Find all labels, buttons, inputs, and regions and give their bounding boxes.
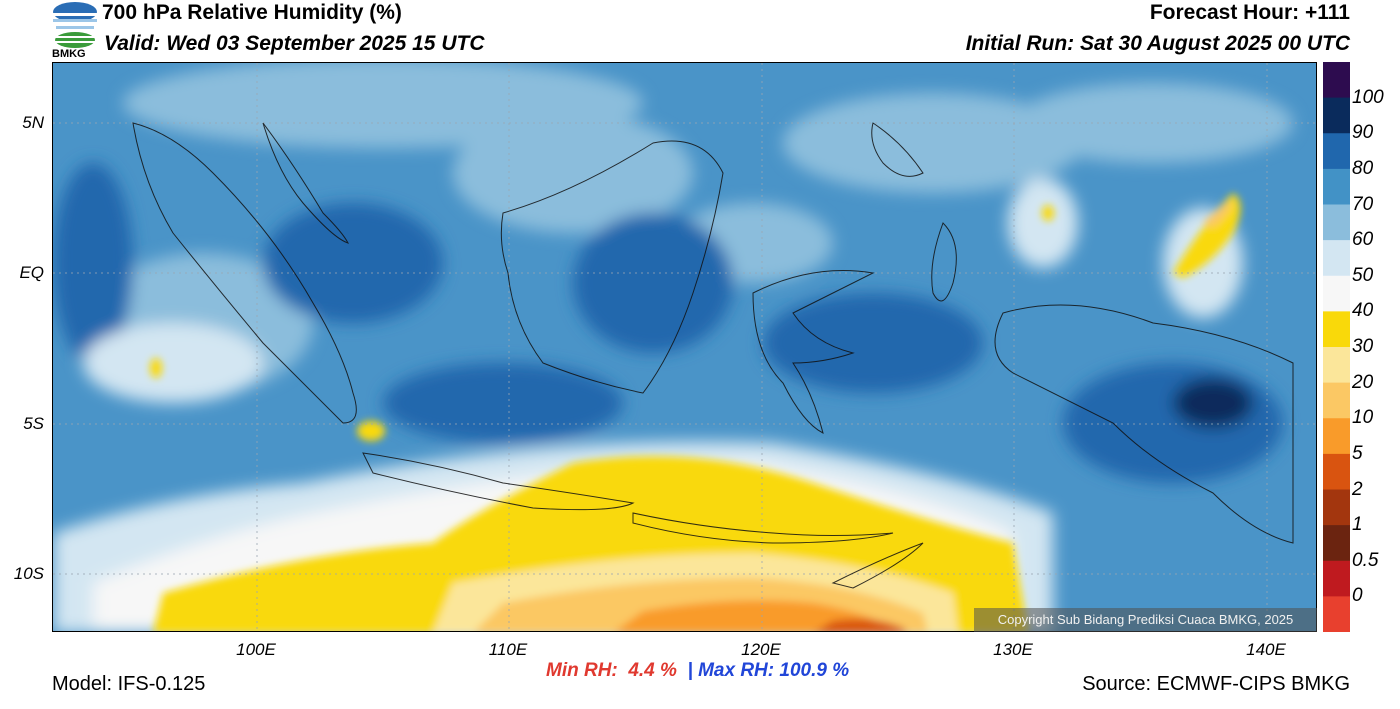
coastline-java xyxy=(362,452,635,511)
source-info: Source: ECMWF-CIPS BMKG xyxy=(1082,673,1350,695)
humidity-field xyxy=(53,63,1316,631)
chart-title: 700 hPa Relative Humidity (%) xyxy=(102,1,402,24)
lon-label-120e: 120E xyxy=(741,640,781,659)
colorbar-label: 100 xyxy=(1352,86,1384,108)
colorbar-label: 0 xyxy=(1352,585,1363,607)
colorbar-swatch xyxy=(1323,418,1350,455)
lat-label-5s: 5S xyxy=(23,414,44,433)
coastline-malaya xyxy=(262,122,349,244)
colorbar-swatch xyxy=(1323,97,1350,134)
colorbar-swatch xyxy=(1323,489,1350,526)
coastline-philippines xyxy=(871,122,924,177)
copyright-notice: Copyright Sub Bidang Prediksi Cuaca BMKG… xyxy=(974,608,1317,632)
colorbar-swatch xyxy=(1323,347,1350,384)
max-rh-value: 100.9 % xyxy=(779,660,850,681)
forecast-hour: Forecast Hour: +111 xyxy=(1149,1,1350,24)
colorbar-label: 1 xyxy=(1352,514,1363,536)
colorbar-label: 50 xyxy=(1352,264,1374,286)
lat-label-eq: EQ xyxy=(19,263,44,282)
colorbar-label: 40 xyxy=(1352,300,1374,322)
stats-separator: | xyxy=(687,660,693,681)
colorbar-label: 30 xyxy=(1352,336,1374,357)
colorbar-swatch xyxy=(1323,133,1350,170)
coastline-halmahera xyxy=(931,222,957,302)
colorbar-swatch xyxy=(1323,525,1350,562)
coastline-borneo xyxy=(500,140,724,394)
colorbar-label: 2 xyxy=(1352,478,1363,500)
lon-label-110e: 110E xyxy=(488,640,528,659)
colorbar-label: 10 xyxy=(1352,407,1374,429)
colorbar-swatch xyxy=(1323,311,1350,348)
coastline-sulawesi xyxy=(752,270,875,434)
colorbar-label: 0.5 xyxy=(1352,549,1379,571)
valid-time: Valid: Wed 03 September 2025 15 UTC xyxy=(104,32,485,55)
min-rh-value: 4.4 % xyxy=(628,660,677,681)
initial-run: Initial Run: Sat 30 August 2025 00 UTC xyxy=(965,32,1350,55)
colorbar-swatch xyxy=(1323,240,1350,277)
lon-label-100e: 100E xyxy=(236,640,276,659)
colorbar-swatch xyxy=(1323,596,1350,632)
bmkg-logo-icon xyxy=(53,2,97,48)
coastline-timor xyxy=(831,542,924,589)
min-rh-label: Min RH: xyxy=(546,660,618,681)
colorbar xyxy=(1323,62,1350,632)
colorbar-swatch xyxy=(1323,168,1350,205)
colorbar-label: 20 xyxy=(1352,371,1374,393)
colorbar-label: 80 xyxy=(1352,157,1374,179)
lat-label-10s: 10S xyxy=(13,564,44,583)
lon-label-140e: 140E xyxy=(1246,640,1286,659)
humidity-map xyxy=(52,62,1317,632)
lon-label-130e: 130E xyxy=(993,640,1033,659)
colorbar-label: 90 xyxy=(1352,122,1374,144)
colorbar-swatch xyxy=(1323,204,1350,241)
logo-text: BMKG xyxy=(52,48,86,60)
coastline-papua xyxy=(994,304,1294,544)
colorbar-swatch xyxy=(1323,453,1350,490)
colorbar-swatch xyxy=(1323,62,1350,99)
colorbar-label: 60 xyxy=(1352,229,1374,251)
colorbar-swatch xyxy=(1323,382,1350,419)
coastline-sumatra xyxy=(132,122,357,424)
colorbar-label: 5 xyxy=(1352,442,1363,464)
model-info: Model: IFS-0.125 xyxy=(52,673,206,695)
colorbar-label: 70 xyxy=(1352,193,1374,215)
colorbar-swatch xyxy=(1323,560,1350,597)
rh-stats: Min RH: 4.4 % | Max RH: 100.9 % xyxy=(546,660,849,682)
max-rh-label: Max RH: xyxy=(698,660,775,681)
coastline-nusatenggara xyxy=(632,512,894,544)
colorbar-swatch xyxy=(1323,275,1350,312)
lat-label-5n: 5N xyxy=(22,113,44,132)
